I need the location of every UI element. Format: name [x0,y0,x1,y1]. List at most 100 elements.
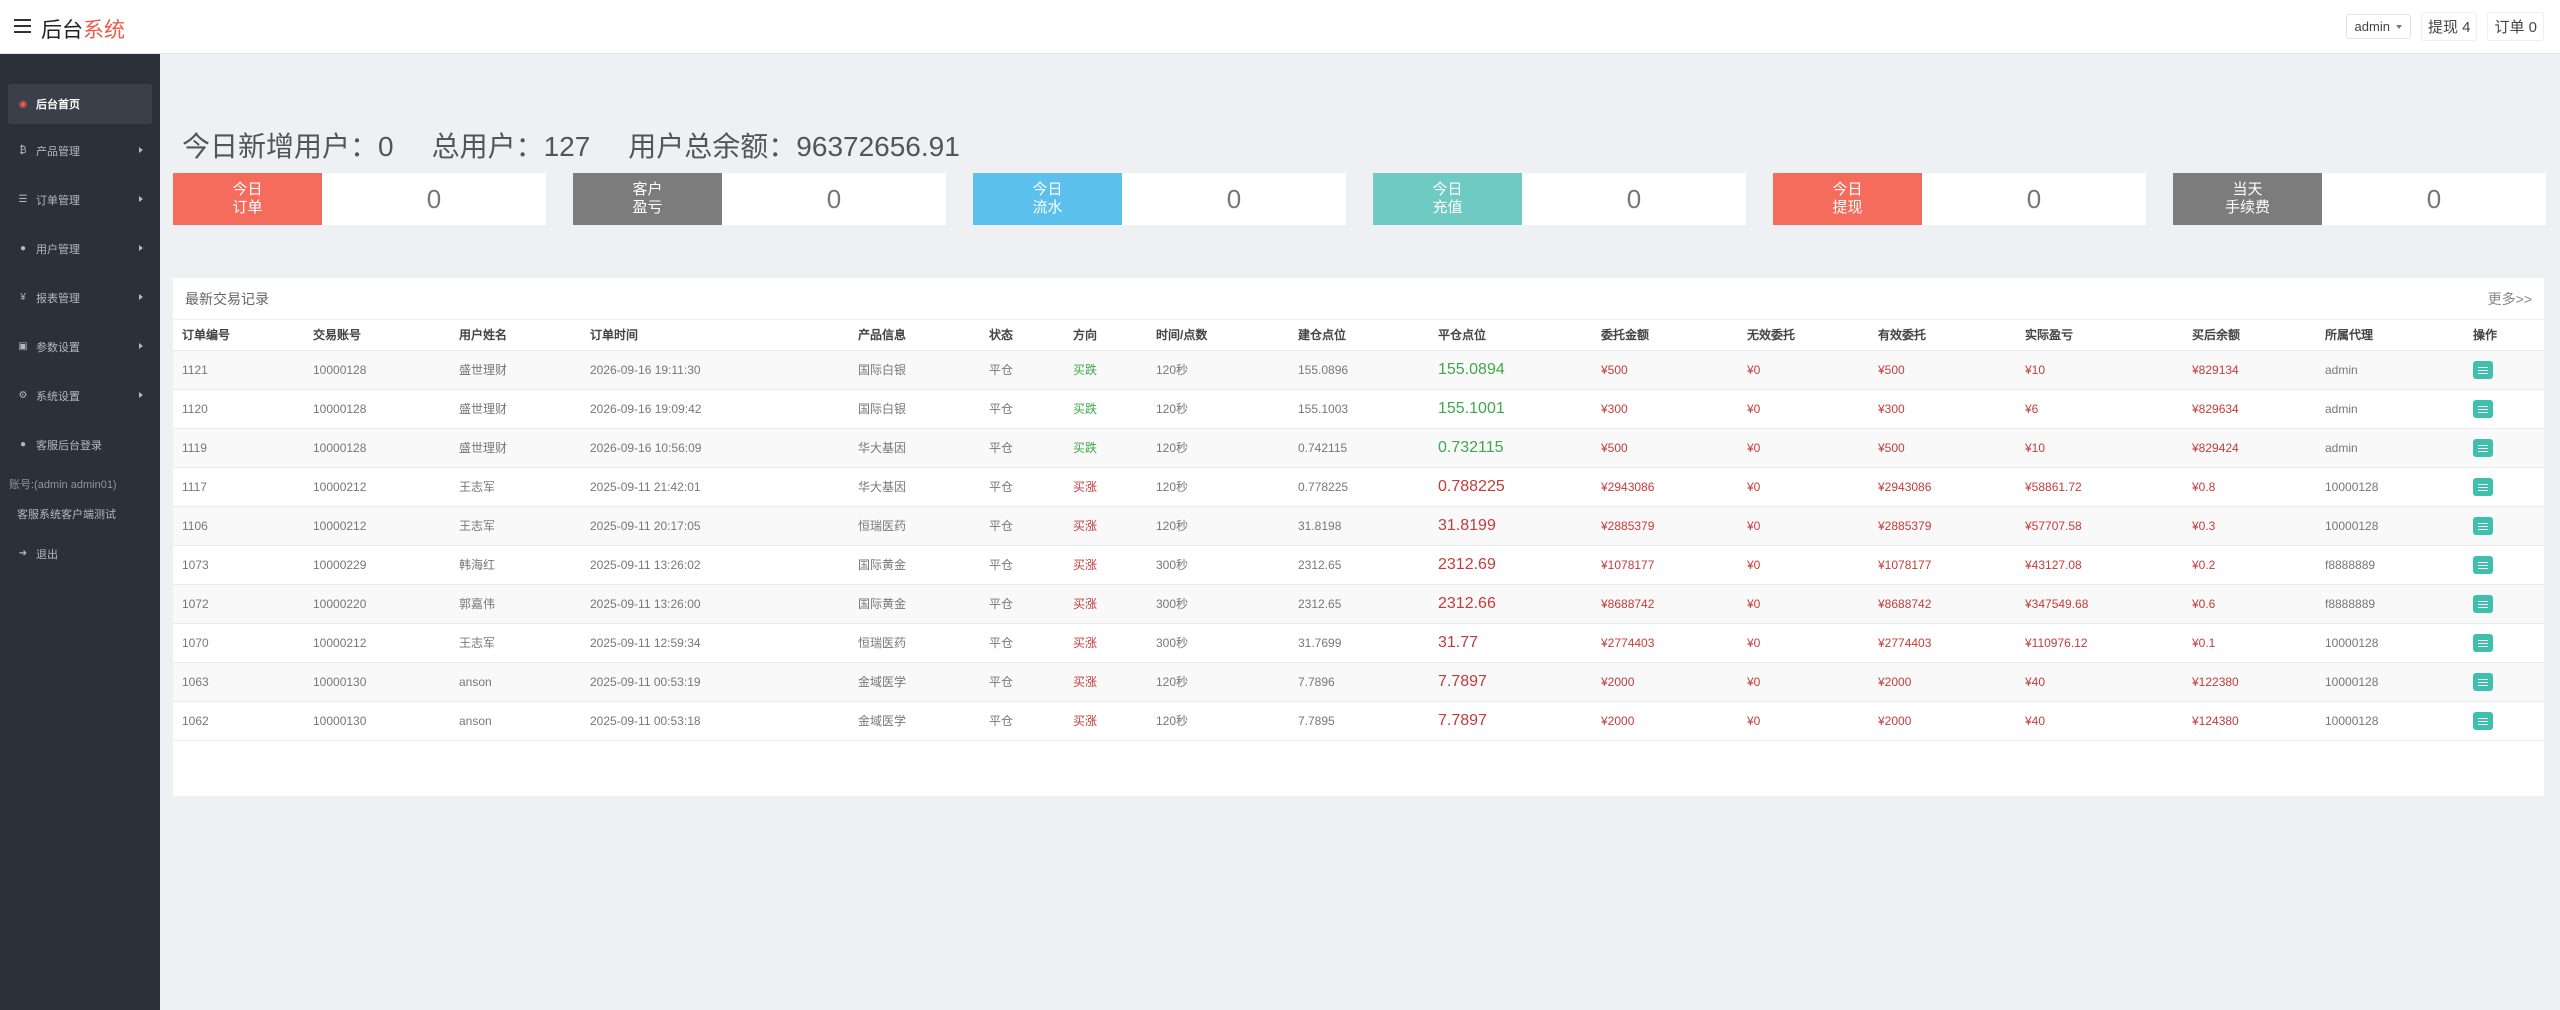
sidebar-item-system[interactable]: ⚙ 系统设置 [0,371,160,420]
cell-action [2464,545,2544,585]
sidebar-item-label: 用户管理 [36,243,80,256]
cell-amount: ¥500 [1592,428,1738,468]
cell-valid: ¥500 [1869,350,2016,390]
withdraw-link[interactable]: 提现 4 [2420,12,2478,41]
view-detail-button[interactable] [2473,439,2493,458]
cell-close: 0.788225 [1429,467,1592,507]
stat-card: 今日 充值 0 [1373,173,1746,225]
cell-profit: ¥10 [2016,350,2183,390]
cell-invalid: ¥0 [1738,506,1869,546]
cell-period: 120秒 [1147,467,1289,507]
cell-invalid: ¥0 [1738,584,1869,624]
chevron-right-icon [139,392,143,398]
cell-period: 120秒 [1147,389,1289,429]
cell-action [2464,623,2544,663]
list-icon [2478,681,2488,683]
stat-card: 今日 流水 0 [973,173,1346,225]
total-users-stat: 总用户：127 [431,131,591,162]
sidebar-item-support-login[interactable]: ● 客服后台登录 [0,420,160,469]
cell-open: 2312.65 [1289,545,1429,585]
column-header: 有效委托 [1869,320,2016,351]
view-detail-button[interactable] [2473,712,2493,731]
cell-dir: 买跌 [1064,350,1147,390]
sidebar-item-products[interactable]: ₿ 产品管理 [0,126,160,175]
panel-header: 最新交易记录 更多>> [173,278,2544,320]
cell-product: 国际黄金 [849,584,980,624]
cell-status: 平仓 [980,428,1064,468]
admin-dropdown[interactable]: admin [2345,14,2411,39]
sidebar: ◉ 后台首页 ₿ 产品管理 ☰ 订单管理 ● 用户管理 ¥ 报表管理 ▣ 参数设… [0,54,160,1010]
table-row: 1070 10000212 王志军 2025-09-11 12:59:34 恒瑞医药 平仓… [173,623,2544,663]
table-row: 1120 10000128 盛世理财 2026-09-16 19:09:42 国际白银平… [173,389,2544,429]
view-detail-button[interactable] [2473,361,2493,380]
cell-valid: ¥300 [1869,389,2016,429]
cell-time: 2025-09-11 13:26:00 [581,584,849,624]
cell-account: 10000212 [304,506,450,546]
cell-open: 7.7896 [1289,662,1429,702]
cell-account: 10000229 [304,545,450,585]
cell-amount: ¥500 [1592,350,1738,390]
more-link[interactable]: 更多>> [2487,290,2532,307]
cell-amount: ¥2000 [1592,701,1738,741]
cell-period: 120秒 [1147,701,1289,741]
cell-invalid: ¥0 [1738,350,1869,390]
cell-name: 盛世理财 [450,428,581,468]
order-link[interactable]: 订单 0 [2487,12,2544,41]
yen-icon: ¥ [20,292,26,303]
admin-label: admin [2354,19,2390,34]
sidebar-item-dashboard[interactable]: ◉ 后台首页 [8,84,152,124]
cell-period: 300秒 [1147,623,1289,663]
cell-id: 1117 [173,467,304,507]
cell-name: anson [450,662,581,702]
list-icon [2478,564,2488,566]
stat-card-value: 0 [1226,183,1242,214]
cell-id: 1063 [173,662,304,702]
support-test-link[interactable]: 客服系统客户端测试 [17,509,116,521]
cell-id: 1119 [173,428,304,468]
view-detail-button[interactable] [2473,517,2493,536]
cell-agent: admin [2316,350,2464,390]
chevron-right-icon [139,343,143,349]
sidebar-item-label: 后台首页 [36,99,80,111]
view-detail-button[interactable] [2473,595,2493,614]
user-icon: ● [19,243,27,254]
menu-toggle-icon[interactable] [14,19,31,33]
chevron-right-icon [139,147,143,153]
cell-close: 7.7897 [1429,701,1592,741]
sidebar-item-users[interactable]: ● 用户管理 [0,224,160,273]
view-detail-button[interactable] [2473,634,2493,653]
account-note: 账号:(admin admin01) [9,479,117,491]
cell-time: 2026-09-16 19:11:30 [581,350,849,390]
column-header: 交易账号 [304,320,450,351]
view-detail-button[interactable] [2473,478,2493,497]
sidebar-item-params[interactable]: ▣ 参数设置 [0,322,160,371]
view-detail-button[interactable] [2473,400,2493,419]
list-icon [2478,369,2488,371]
cell-valid: ¥2885379 [1869,506,2016,546]
gears-icon: ⚙ [18,390,28,401]
cell-profit: ¥40 [2016,662,2183,702]
view-detail-button[interactable] [2473,673,2493,692]
cell-balance: ¥0.8 [2183,467,2316,507]
cell-time: 2025-09-11 00:53:18 [581,701,849,741]
logout-icon: ➜ [18,548,28,559]
sidebar-item-orders[interactable]: ☰ 订单管理 [0,175,160,224]
cell-account: 10000220 [304,584,450,624]
cell-open: 31.7699 [1289,623,1429,663]
column-header: 订单时间 [581,320,849,351]
column-header: 实际盈亏 [2016,320,2183,351]
sidebar-item-reports[interactable]: ¥ 报表管理 [0,273,160,322]
cell-action [2464,662,2544,702]
table-row: 1106 10000212 王志军 2025-09-11 20:17:05 恒瑞医药 平仓… [173,506,2544,546]
cell-account: 10000212 [304,623,450,663]
cell-action [2464,428,2544,468]
cell-agent: 10000128 [2316,506,2464,546]
view-detail-button[interactable] [2473,556,2493,575]
cell-agent: admin [2316,428,2464,468]
cell-name: anson [450,701,581,741]
cell-account: 10000128 [304,389,450,429]
cell-amount: ¥8688742 [1592,584,1738,624]
sidebar-item-logout[interactable]: ➜ 退出 [0,529,160,578]
stat-card-value: 0 [826,183,842,214]
brand-logo: 后台系统 [41,14,125,44]
